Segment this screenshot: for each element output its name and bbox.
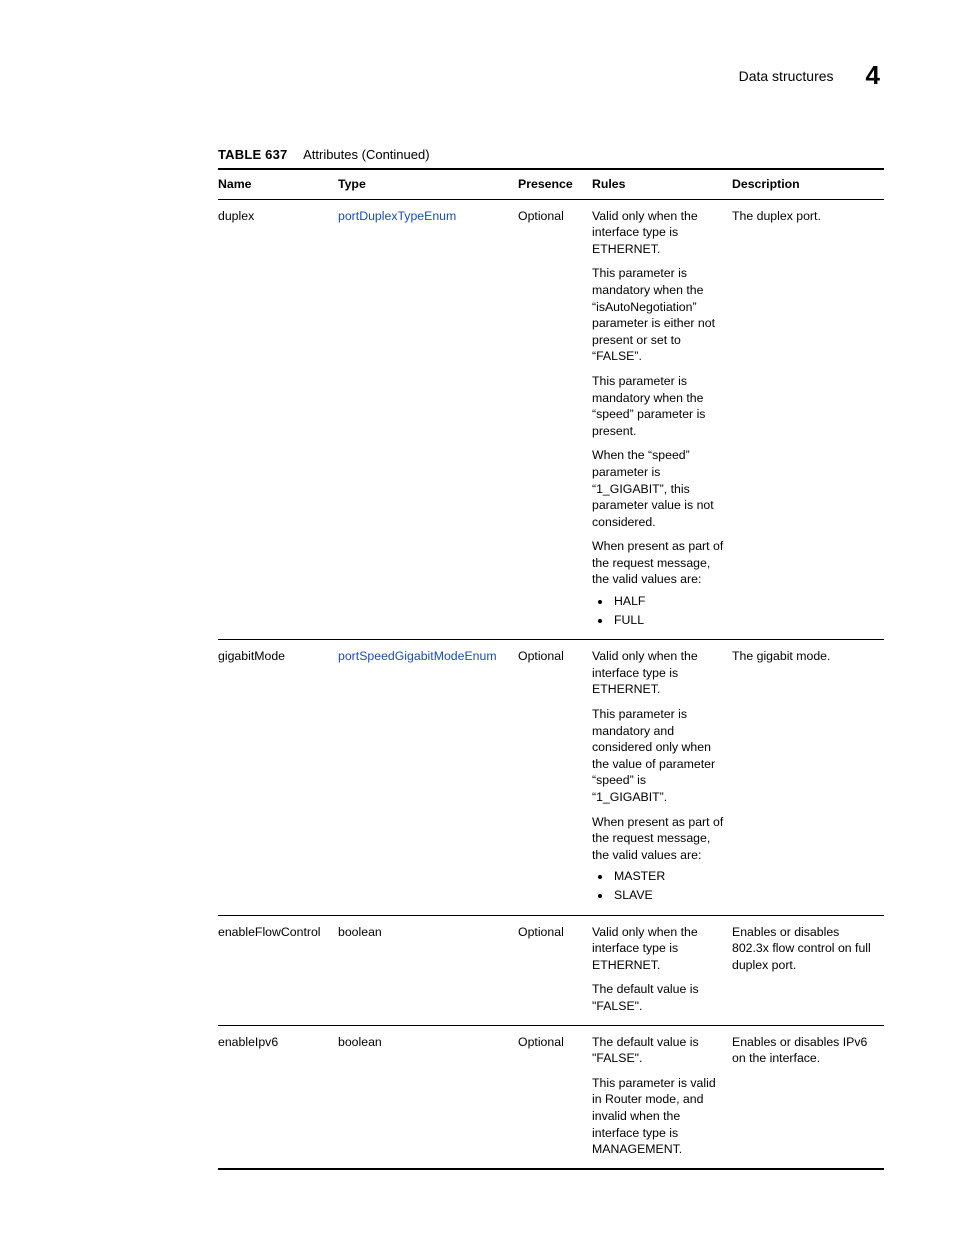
table-row: gigabitModeportSpeedGigabitModeEnum Optio…: [218, 640, 884, 915]
col-type: Type: [338, 169, 518, 199]
rules-bullet: SLAVE: [612, 886, 724, 905]
rules-paragraph: When present as part of the request mess…: [592, 814, 724, 864]
rules-bullets: HALFFULL: [592, 592, 724, 629]
table-row: enableIpv6booleanOptionalThe default val…: [218, 1025, 884, 1169]
col-description: Description: [732, 169, 884, 199]
cell-type: boolean: [338, 1025, 518, 1169]
table-body: duplexportDuplexTypeEnumOptionalValid on…: [218, 199, 884, 1169]
cell-name: enableIpv6: [218, 1025, 338, 1169]
cell-description: Enables or disables IPv6 on the interfac…: [732, 1025, 884, 1169]
rules-paragraph: This parameter is mandatory and consider…: [592, 706, 724, 806]
cell-presence: Optional: [518, 199, 592, 640]
rules-paragraph: This parameter is valid in Router mode, …: [592, 1075, 724, 1158]
cell-type: portDuplexTypeEnum: [338, 199, 518, 640]
table-row: enableFlowControlbooleanOptionalValid on…: [218, 915, 884, 1025]
rules-paragraph: Valid only when the interface type is ET…: [592, 648, 724, 698]
table-header-row: Name Type Presence Rules Description: [218, 169, 884, 199]
rules-paragraph: This parameter is mandatory when the “is…: [592, 265, 724, 365]
rules-bullet: FULL: [612, 611, 724, 630]
attributes-table: Name Type Presence Rules Description dup…: [218, 168, 884, 1170]
rules-bullet: HALF: [612, 592, 724, 611]
col-rules: Rules: [592, 169, 732, 199]
cell-rules: Valid only when the interface type is ET…: [592, 640, 732, 915]
chapter-number: 4: [866, 60, 880, 91]
rules-bullets: MASTERSLAVE: [592, 867, 724, 904]
cell-description: The duplex port.: [732, 199, 884, 640]
col-presence: Presence: [518, 169, 592, 199]
cell-description: Enables or disables 802.3x flow control …: [732, 915, 884, 1025]
rules-paragraph: Valid only when the interface type is ET…: [592, 208, 724, 258]
section-title: Data structures: [739, 68, 834, 84]
cell-type: portSpeedGigabitModeEnum: [338, 640, 518, 915]
rules-paragraph: When present as part of the request mess…: [592, 538, 724, 588]
table-label: TABLE 637: [218, 147, 287, 162]
table-row: duplexportDuplexTypeEnum OptionalValid on…: [218, 199, 884, 640]
cell-name: enableFlowControl: [218, 915, 338, 1025]
rules-bullet: MASTER: [612, 867, 724, 886]
cell-presence: Optional: [518, 915, 592, 1025]
cell-type: boolean: [338, 915, 518, 1025]
cell-name: gigabitMode: [218, 640, 338, 915]
type-link[interactable]: portSpeedGigabitModeEnum: [338, 649, 497, 663]
running-header: Data structures 4: [70, 60, 884, 91]
cell-name: duplex: [218, 199, 338, 640]
cell-presence: Optional: [518, 1025, 592, 1169]
rules-paragraph: When the “speed” parameter is “1_GIGABIT…: [592, 447, 724, 530]
col-name: Name: [218, 169, 338, 199]
page: Data structures 4 TABLE 637 Attributes (…: [0, 0, 954, 1235]
cell-presence: Optional: [518, 640, 592, 915]
cell-description: The gigabit mode.: [732, 640, 884, 915]
rules-paragraph: Valid only when the interface type is ET…: [592, 924, 724, 974]
rules-paragraph: This parameter is mandatory when the “sp…: [592, 373, 724, 439]
rules-paragraph: The default value is "FALSE".: [592, 1034, 724, 1067]
cell-rules: Valid only when the interface type is ET…: [592, 915, 732, 1025]
cell-rules: The default value is "FALSE". This parame…: [592, 1025, 732, 1169]
table-title: Attributes (Continued): [303, 147, 429, 162]
type-link[interactable]: portDuplexTypeEnum: [338, 209, 456, 223]
table-caption: TABLE 637 Attributes (Continued): [218, 147, 884, 168]
cell-rules: Valid only when the interface type is ET…: [592, 199, 732, 640]
rules-paragraph: The default value is "FALSE".: [592, 981, 724, 1014]
